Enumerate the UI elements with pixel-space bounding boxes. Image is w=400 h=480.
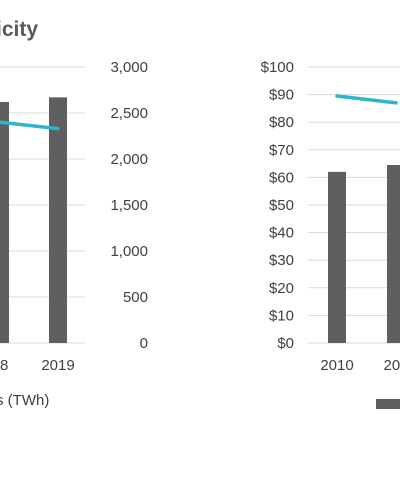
bar xyxy=(0,101,9,344)
bar xyxy=(328,171,346,343)
y-tick-label: 1,500 xyxy=(110,197,148,214)
x-tick-label: 18 xyxy=(0,357,8,374)
bar xyxy=(49,97,67,343)
right-chart: $0 $10 $20 $30 $40 $50 $60 $70 $80 $90 $100 2010 201 xyxy=(261,59,400,374)
y-tick-label: 2,500 xyxy=(110,105,148,122)
y-tick-label: 2,000 xyxy=(110,151,148,168)
series-line xyxy=(0,120,60,131)
y-tick-label: $0 xyxy=(277,335,294,352)
left-chart: 0 500 1,000 1,500 2,000 2,500 3,000 18 2019 xyxy=(0,59,148,374)
y-tick-label: 500 xyxy=(123,289,148,306)
y-tick-label: $70 xyxy=(269,142,294,159)
y-tick-label: 1,000 xyxy=(110,243,148,260)
y-tick-label: $50 xyxy=(269,197,294,214)
y-tick-label: $40 xyxy=(269,225,294,242)
bar xyxy=(387,164,400,343)
x-tick-label: 2010 xyxy=(320,357,353,374)
y-tick-label: $90 xyxy=(269,87,294,104)
y-tick-label: 3,000 xyxy=(110,59,148,76)
chart-title: icity xyxy=(0,18,39,41)
y-tick-label: $60 xyxy=(269,169,294,186)
legend-label-left: s (TWh) xyxy=(0,392,50,409)
y-tick-label: $100 xyxy=(261,59,294,76)
series-line xyxy=(335,94,398,105)
y-tick-label: $20 xyxy=(269,280,294,297)
legend-swatch-bar xyxy=(376,399,400,409)
x-tick-label: 2019 xyxy=(41,357,74,374)
y-tick-label: $10 xyxy=(269,307,294,324)
y-tick-label: 0 xyxy=(140,335,148,352)
x-tick-label: 201 xyxy=(383,357,400,374)
y-tick-label: $30 xyxy=(269,252,294,269)
y-tick-label: $80 xyxy=(269,114,294,131)
